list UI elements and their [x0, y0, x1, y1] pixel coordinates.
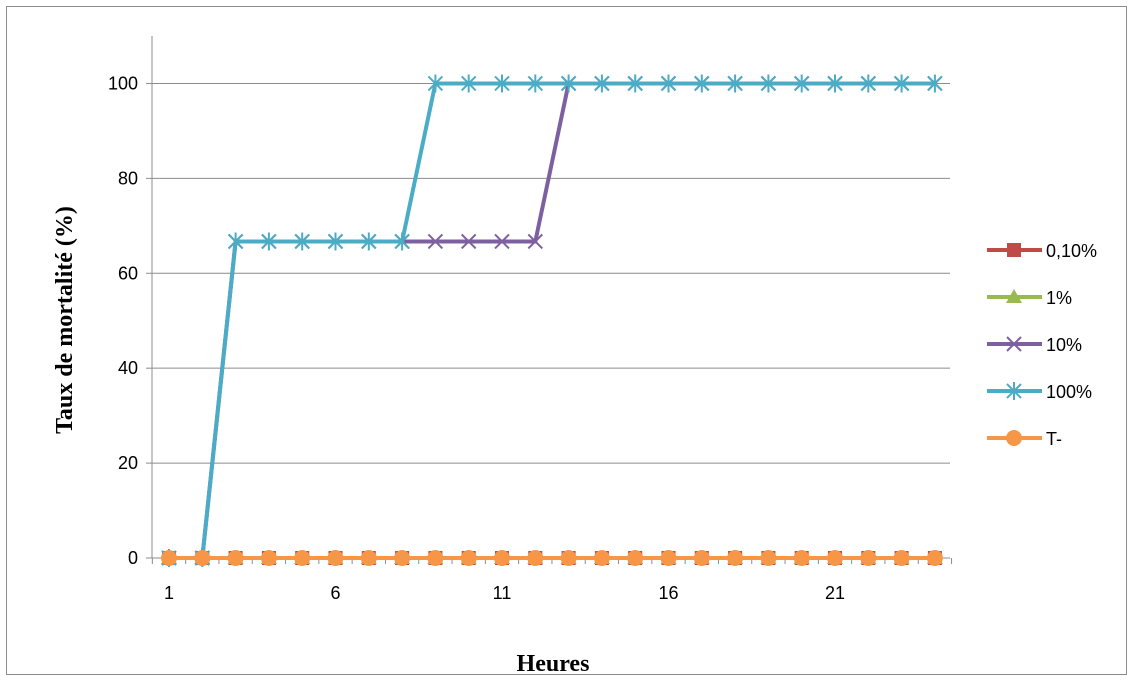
series-line [169, 81, 935, 560]
data-point [527, 74, 544, 93]
legend-marker [1007, 243, 1021, 257]
data-point [294, 232, 310, 251]
series-2 [161, 75, 943, 566]
legend-marker [1006, 336, 1022, 352]
data-point [294, 550, 311, 566]
legend-label: T- [1046, 429, 1062, 449]
gridlines [152, 82, 950, 464]
y-tick-label: 20 [118, 453, 138, 473]
y-tick-label: 40 [118, 358, 138, 378]
legend-item: 100% [987, 382, 1092, 402]
series-lines [161, 74, 943, 567]
data-point [760, 74, 777, 93]
data-point [327, 550, 344, 566]
data-point [827, 550, 843, 566]
legend-marker [1006, 382, 1022, 400]
legend-label: 0,10% [1046, 241, 1097, 261]
x-tick-label: 6 [330, 583, 340, 603]
data-point [660, 74, 677, 93]
data-point [594, 74, 610, 93]
data-point [460, 550, 477, 566]
data-point [694, 74, 710, 93]
data-point [227, 550, 244, 566]
series-line [169, 81, 935, 560]
data-point [727, 74, 743, 93]
data-point [227, 232, 244, 251]
y-tick-label: 0 [128, 548, 138, 568]
data-point [427, 74, 444, 93]
data-point [161, 550, 177, 566]
legend: 0,10% 1% 10% 100% T- [987, 241, 1097, 449]
data-point [693, 550, 710, 566]
data-point [827, 74, 843, 93]
legend-label: 1% [1046, 288, 1072, 308]
axes [146, 36, 953, 564]
legend-item: 1% [987, 288, 1072, 308]
series-3 [161, 74, 943, 567]
data-point [360, 550, 377, 566]
x-tick-labels: 1 6 11 16 21 [164, 583, 845, 603]
y-tick-label: 60 [118, 263, 138, 283]
x-axis-title: Heures [517, 651, 590, 677]
data-point [494, 550, 510, 566]
data-point [427, 550, 444, 566]
data-point [460, 233, 477, 250]
y-axis-title: Taux de mortalité (%) [52, 206, 78, 434]
data-point [527, 233, 544, 250]
data-point [727, 550, 744, 566]
data-point [427, 233, 444, 250]
x-tick-label: 16 [658, 583, 678, 603]
data-point [927, 74, 943, 93]
legend-item: T- [987, 429, 1062, 449]
y-tick-label: 80 [118, 168, 138, 188]
data-point [260, 550, 277, 566]
data-point [793, 550, 810, 566]
data-point [361, 232, 377, 251]
legend-label: 100% [1046, 382, 1092, 402]
data-point [860, 550, 877, 566]
data-point [560, 550, 577, 566]
data-point [660, 550, 677, 566]
series-4 [161, 550, 943, 566]
data-point [460, 74, 477, 93]
data-point [394, 550, 411, 566]
legend-item: 10% [987, 335, 1082, 355]
x-tick-label: 1 [164, 583, 174, 603]
data-point [627, 74, 643, 93]
data-point [494, 74, 510, 93]
y-tick-labels: 0 20 40 60 80 100 [108, 73, 138, 568]
legend-marker [1006, 289, 1022, 303]
x-tick-label: 11 [493, 583, 512, 603]
data-point [860, 74, 877, 93]
data-point [926, 550, 943, 566]
x-tick-label: 21 [825, 583, 845, 603]
legend-label: 10% [1046, 335, 1082, 355]
data-point [560, 74, 577, 93]
y-tick-label: 100 [108, 73, 138, 93]
data-point [327, 232, 344, 251]
legend-marker [1006, 430, 1022, 446]
data-point [494, 233, 510, 250]
data-point [893, 74, 910, 93]
data-point [527, 550, 544, 566]
data-point [194, 550, 211, 566]
data-point [793, 74, 810, 93]
data-point [261, 232, 277, 251]
data-point [627, 550, 644, 566]
data-point [593, 550, 610, 566]
legend-item: 0,10% [987, 241, 1097, 261]
data-point [760, 550, 777, 566]
data-point [394, 232, 410, 251]
data-point [893, 550, 910, 566]
